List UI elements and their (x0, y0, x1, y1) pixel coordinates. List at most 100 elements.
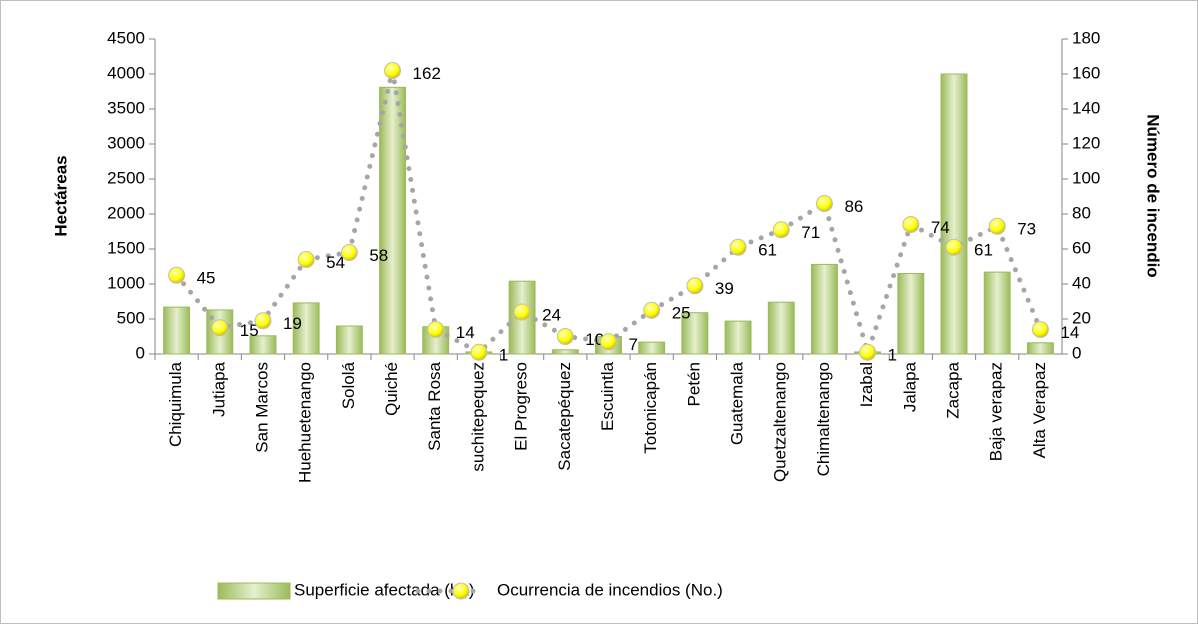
y-tick-label: 0 (136, 343, 145, 362)
data-label: 74 (931, 218, 950, 237)
data-label: 61 (758, 241, 777, 260)
y-tick-label: 500 (117, 308, 145, 327)
x-tick-label: Quetzaltenango (771, 362, 790, 482)
y2-tick-label: 100 (1072, 168, 1100, 187)
line-marker (686, 277, 704, 295)
y2-tick-label: 60 (1072, 238, 1091, 257)
data-label: 71 (801, 223, 820, 242)
x-tick-label: suchitepequez (468, 362, 487, 472)
y2-tick-label: 140 (1072, 98, 1100, 117)
y-tick-label: 1500 (107, 238, 145, 257)
data-label: 1 (499, 346, 508, 365)
data-label: 1 (888, 346, 897, 365)
x-tick-label: Guatemala (728, 361, 747, 445)
bar (983, 271, 1011, 355)
y2-tick-label: 40 (1072, 273, 1091, 292)
x-tick-label: Alta Verapaz (1030, 362, 1049, 458)
y2-tick-label: 0 (1072, 343, 1081, 362)
line-marker (988, 217, 1006, 235)
line-marker (340, 244, 358, 261)
data-label: 14 (456, 323, 475, 342)
data-label: 54 (326, 253, 345, 272)
data-label: 61 (974, 241, 993, 260)
line-marker (254, 312, 272, 330)
line-marker (297, 251, 315, 268)
y-tick-label: 4000 (107, 63, 145, 82)
line-marker (556, 328, 574, 345)
legend-label: Ocurrencia de incendios (No.) (497, 580, 723, 599)
data-label: 86 (844, 197, 863, 216)
bar (681, 312, 709, 355)
legend-label: Superficie afectada (ha) (294, 580, 475, 599)
line-marker (729, 238, 747, 256)
bar (1026, 342, 1054, 355)
line-marker (643, 301, 661, 319)
bar (335, 325, 363, 355)
bar (551, 349, 579, 355)
line-marker (600, 333, 617, 351)
y-tick-label: 4500 (107, 28, 145, 47)
line-marker (513, 303, 531, 321)
line-marker (211, 319, 229, 337)
x-tick-label: Chiquimula (166, 361, 185, 447)
y-tick-label: 2500 (107, 168, 145, 187)
bar (292, 302, 320, 355)
legend-marker (452, 582, 470, 600)
data-label: 25 (672, 304, 691, 323)
line-marker (427, 321, 445, 338)
y-tick-label: 1000 (107, 273, 145, 292)
line-marker (470, 343, 488, 361)
bar (897, 273, 925, 355)
y-tick-label: 3500 (107, 98, 145, 117)
data-label: 15 (240, 321, 259, 340)
y2-tick-label: 160 (1072, 63, 1100, 82)
line-marker (902, 216, 920, 233)
y2-tick-label: 180 (1072, 28, 1100, 47)
bar (810, 263, 838, 355)
line-marker (384, 62, 402, 79)
bar (163, 306, 191, 355)
bar (379, 86, 407, 355)
x-tick-label: Huehuetenango (296, 362, 315, 483)
y-tick-label: 3000 (107, 133, 145, 152)
data-label: 73 (1017, 220, 1036, 239)
data-label: 24 (542, 305, 561, 324)
y2-axis-title: Número de incendio (1144, 114, 1163, 277)
line-marker (859, 343, 877, 361)
data-label: 7 (629, 335, 638, 354)
y2-tick-label: 20 (1072, 308, 1091, 327)
x-tick-label: Chimaltenango (814, 362, 833, 476)
y2-tick-label: 80 (1072, 203, 1091, 222)
x-tick-label: San Marcos (252, 362, 271, 453)
data-label: 14 (1060, 323, 1079, 342)
data-label: 39 (715, 279, 734, 298)
x-tick-label: Quiché (382, 362, 401, 416)
x-tick-label: Santa Rosa (425, 361, 444, 450)
bar (638, 341, 666, 355)
data-label: 45 (197, 269, 216, 288)
x-tick-label: Petén (684, 362, 703, 406)
x-tick-label: Izabal (857, 362, 876, 407)
legend-swatch (217, 582, 291, 600)
y-axis-title: Hectáreas (51, 155, 70, 236)
data-label: 58 (369, 246, 388, 265)
line-marker (945, 238, 963, 256)
data-label: 162 (413, 64, 441, 83)
bar (940, 73, 968, 355)
bar (724, 320, 752, 355)
data-label: 19 (283, 314, 302, 333)
line-marker (1031, 321, 1049, 338)
bar (767, 301, 795, 355)
x-tick-label: Escuintla (598, 361, 617, 431)
x-tick-label: Totonicapán (641, 362, 660, 454)
y-tick-label: 2000 (107, 203, 145, 222)
x-tick-label: El Progreso (512, 362, 531, 451)
x-tick-label: Zacapa (944, 361, 963, 418)
line-marker (772, 221, 790, 239)
x-tick-label: Jalapa (900, 361, 919, 412)
x-tick-label: Jutiapa (209, 361, 228, 416)
line-marker (168, 266, 186, 284)
x-tick-label: Baja verapaz (987, 362, 1006, 461)
bar (249, 335, 277, 355)
